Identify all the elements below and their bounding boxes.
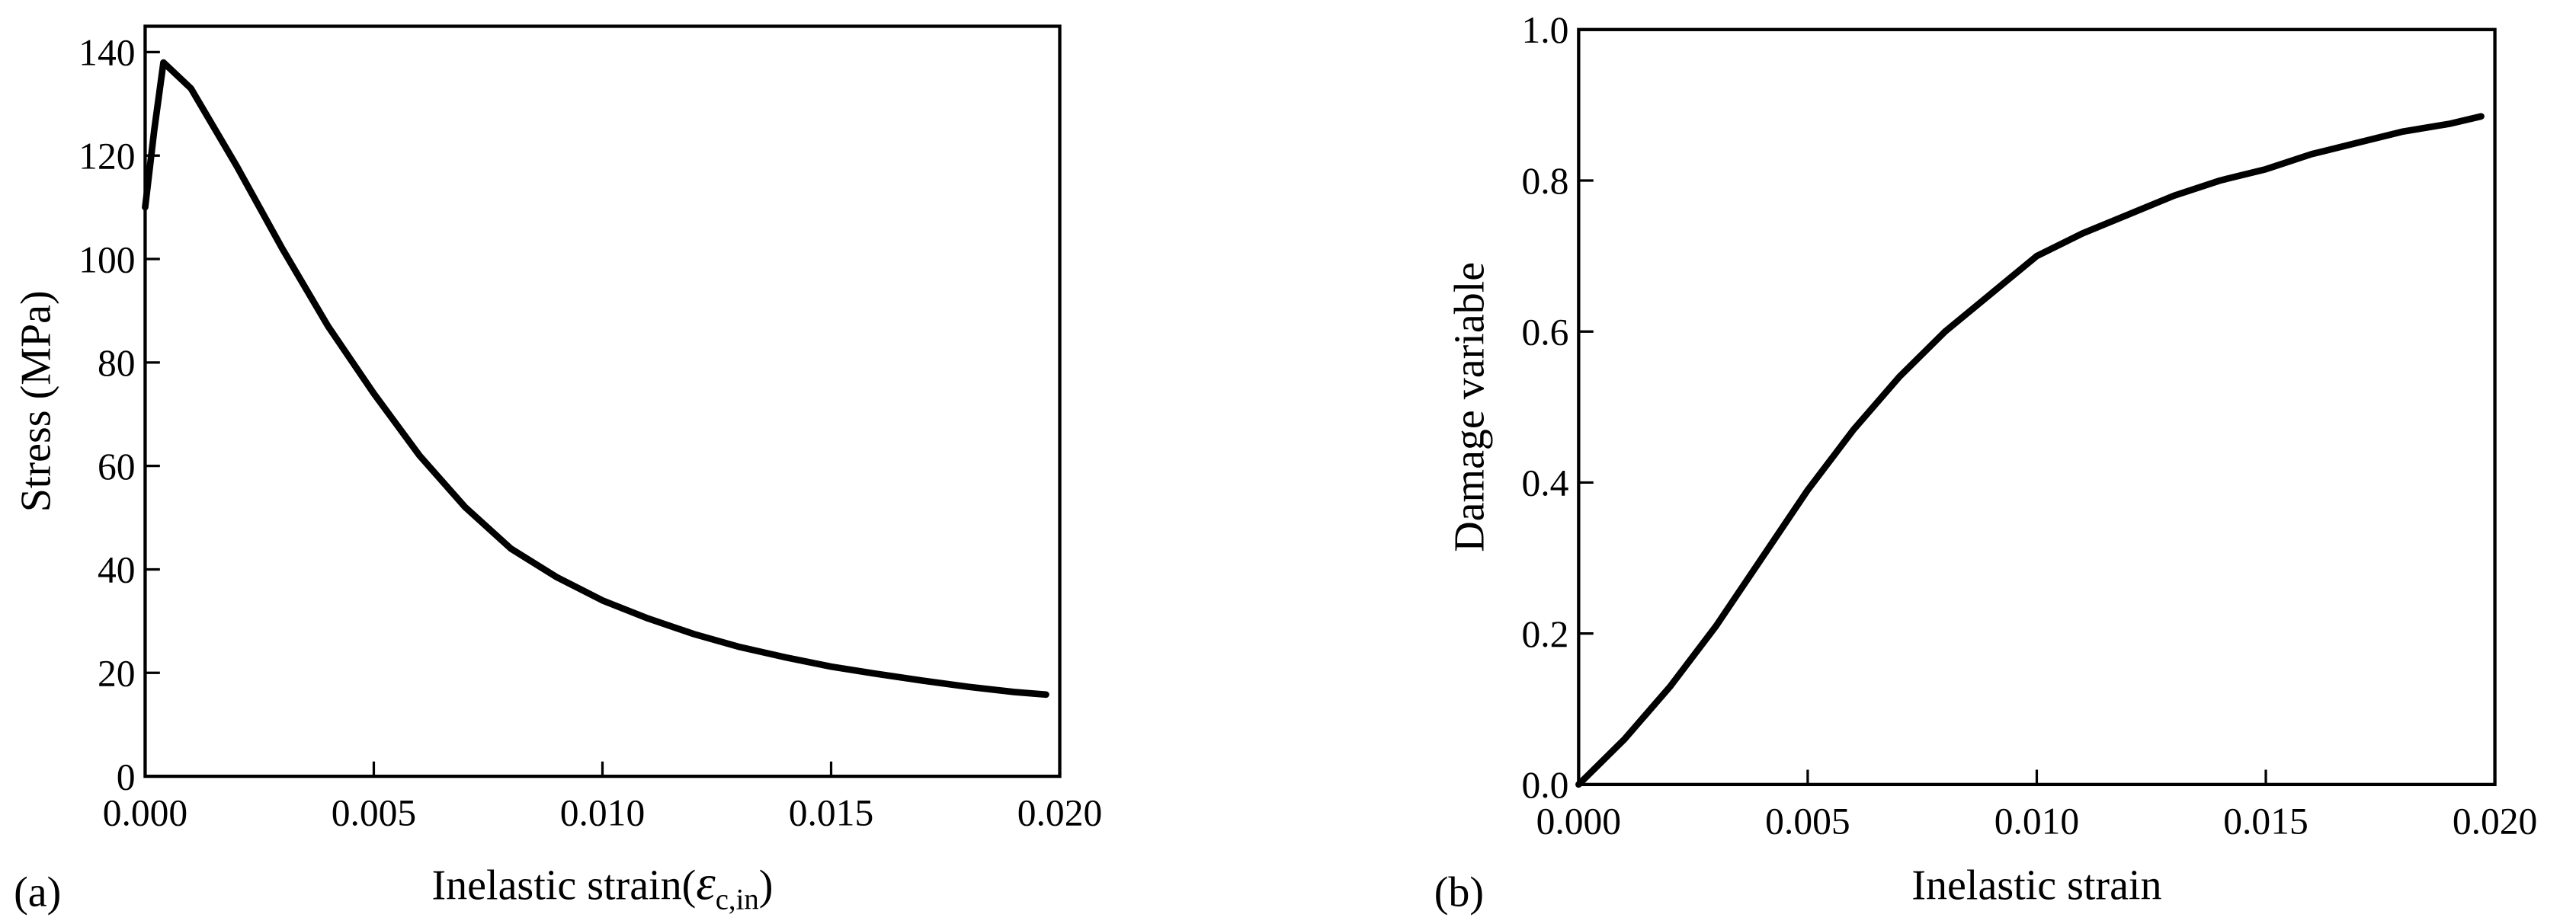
panel-label: (b) bbox=[1434, 868, 1484, 916]
x-tick-label: 0.005 bbox=[332, 792, 416, 834]
y-tick-label: 100 bbox=[78, 238, 135, 280]
x-tick-label: 0.010 bbox=[560, 792, 645, 834]
x-tick-label: 0.010 bbox=[1994, 801, 2079, 842]
y-tick-label: 1.0 bbox=[1521, 9, 1568, 51]
panel-label: (a) bbox=[14, 868, 61, 916]
y-tick-label: 20 bbox=[98, 653, 136, 695]
y-axis-label: Damage variable bbox=[1446, 262, 1493, 552]
y-tick-label: 120 bbox=[78, 135, 135, 177]
x-axis-label-subscript: c,in bbox=[716, 884, 759, 916]
x-tick-label: 0.000 bbox=[1536, 801, 1621, 842]
x-tick-label: 0.000 bbox=[103, 792, 187, 834]
y-tick-label: 80 bbox=[98, 342, 136, 384]
y-tick-label: 140 bbox=[78, 32, 135, 74]
x-axis-label: Inelastic strain bbox=[1911, 862, 2161, 910]
plot-frame bbox=[143, 24, 1062, 779]
x-tick-label: 0.015 bbox=[2223, 801, 2308, 842]
x-tick-label: 0.020 bbox=[1017, 792, 1102, 834]
y-axis-label: Stress (MPa) bbox=[12, 290, 59, 512]
x-axis-label-close: ) bbox=[759, 862, 774, 910]
y-tick-label: 0.2 bbox=[1521, 613, 1568, 655]
data-line bbox=[1575, 113, 2485, 788]
x-axis-label-text: Inelastic strain bbox=[1911, 862, 2161, 910]
y-tick-label: 0 bbox=[117, 756, 136, 798]
y-tick-label: 0.8 bbox=[1521, 160, 1568, 202]
y-tick-label: 60 bbox=[98, 446, 136, 488]
x-tick-label: 0.005 bbox=[1765, 801, 1850, 842]
y-tick-label: 0.6 bbox=[1521, 311, 1568, 353]
x-axis-label-symbol: ε bbox=[696, 855, 716, 910]
y-tick-label: 0.4 bbox=[1521, 462, 1568, 504]
data-line bbox=[142, 59, 1049, 699]
x-tick-label: 0.020 bbox=[2453, 801, 2537, 842]
x-tick-label: 0.015 bbox=[789, 792, 873, 834]
y-tick-label: 40 bbox=[98, 549, 136, 591]
y-tick-label: 0.0 bbox=[1521, 764, 1568, 806]
x-axis-label-text: Inelastic strain( bbox=[432, 862, 697, 910]
x-axis-label: Inelastic strain(εc,in) bbox=[432, 855, 774, 916]
